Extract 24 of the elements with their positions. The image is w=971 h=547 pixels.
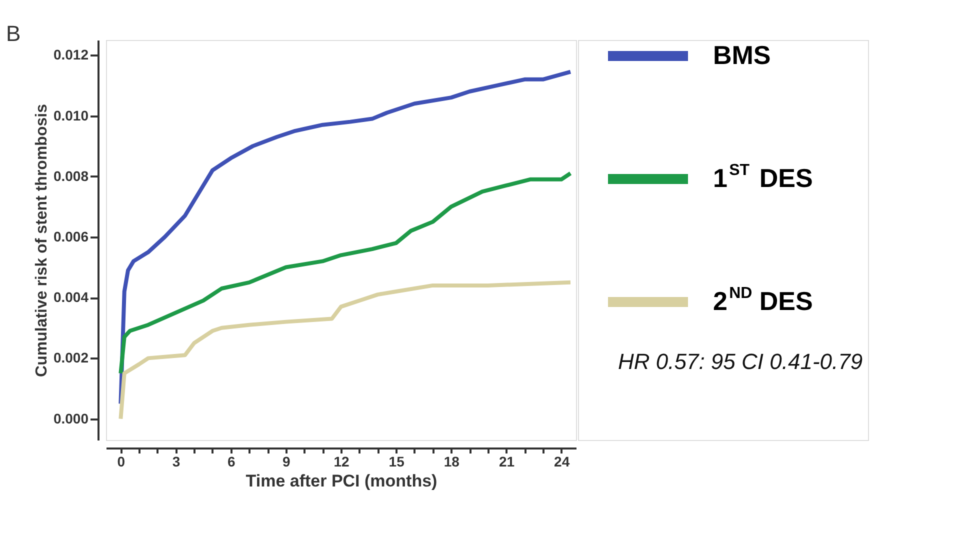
text: B xyxy=(6,21,21,46)
x-tick-label: 12 xyxy=(334,454,350,470)
line-series xyxy=(118,280,572,421)
y-tick-label: 0.004 xyxy=(53,289,89,306)
legend-label: BMS xyxy=(713,40,771,70)
x-tick-label: 0 xyxy=(117,454,126,470)
text: HR 0.57: 95 CI 0.41-0.79 xyxy=(618,349,863,374)
x-tick-label: 9 xyxy=(282,454,291,470)
y-axis-title: Cumulative risk of stent thrombosis xyxy=(33,104,50,377)
x-tick-label: 6 xyxy=(227,454,236,470)
y-tick-label: 0.006 xyxy=(53,228,89,244)
y-tick-label: 0.012 xyxy=(53,46,89,63)
x-tick-label: 3 xyxy=(172,454,180,470)
y-tick-label: 0.000 xyxy=(53,410,89,426)
line-series xyxy=(118,70,572,406)
x-tick-label: 21 xyxy=(498,454,515,470)
y-tick-label: 0.010 xyxy=(53,107,89,124)
x-axis-title: Time after PCI (months) xyxy=(246,472,438,490)
x-tick-label: 18 xyxy=(444,454,460,470)
line-series xyxy=(118,171,572,376)
y-tick-label: 0.008 xyxy=(53,168,89,184)
y-tick-label: 0.002 xyxy=(53,350,89,366)
x-tick-label: 15 xyxy=(388,454,405,470)
x-tick-label: 24 xyxy=(554,454,570,470)
